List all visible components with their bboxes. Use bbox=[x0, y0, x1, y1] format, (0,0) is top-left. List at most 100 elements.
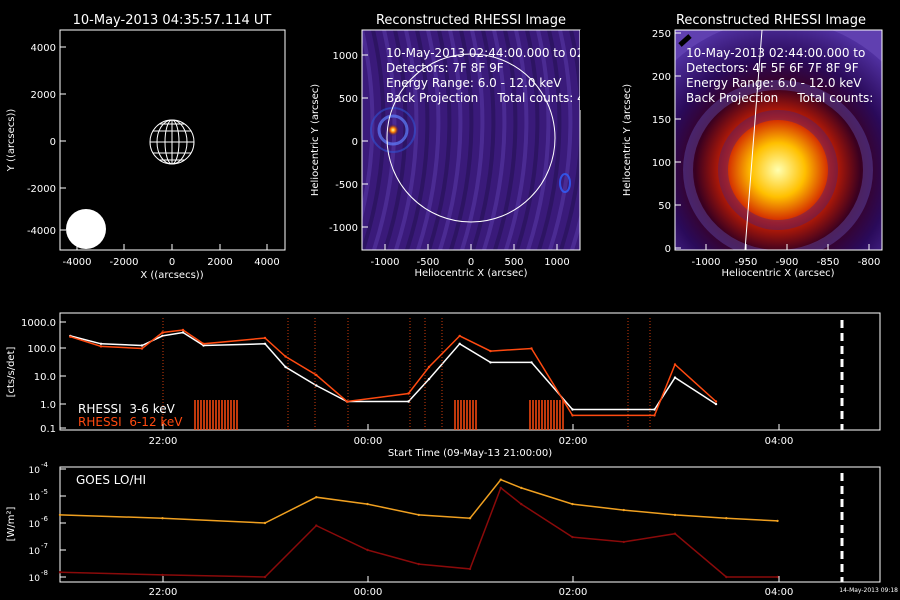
tm-xlabel: Heliocentric X (arcsec) bbox=[414, 268, 527, 279]
rhessi-point bbox=[140, 344, 144, 347]
goes-point bbox=[468, 517, 472, 520]
fringe-stripe bbox=[482, 30, 507, 250]
tr-xlabel: Heliocentric X (arcsec) bbox=[721, 268, 834, 279]
tm-xtick-1: -500 bbox=[417, 257, 440, 268]
rhessi-point bbox=[530, 347, 533, 350]
tr-xtick-2: -900 bbox=[776, 257, 799, 268]
rhessi-ytick-4: 0.1 bbox=[40, 424, 56, 435]
svg-text:-7: -7 bbox=[41, 542, 48, 550]
top-left-panel: 10-May-2013 04:35:57.114 UT -4000 -2000 … bbox=[6, 13, 286, 281]
rhessi-legend-low: RHESSI 3-6 keV bbox=[78, 402, 176, 416]
fringe-stripe bbox=[460, 30, 485, 250]
rhessi-point bbox=[427, 365, 431, 369]
rhessi-legend-high: RHESSI 6-12 keV bbox=[78, 415, 183, 429]
rhessi-xtick-0: 22:00 bbox=[149, 436, 178, 447]
rhessi-point bbox=[263, 342, 267, 345]
rhessi-point bbox=[99, 342, 103, 345]
goes-series-1 bbox=[59, 486, 778, 578]
fringe-stripe bbox=[471, 30, 496, 250]
tm-ytick-1: 500 bbox=[339, 94, 358, 105]
fringe-stripe bbox=[427, 30, 452, 250]
rhessi-point bbox=[140, 347, 144, 350]
fringe-stripe bbox=[372, 30, 397, 250]
goes-point bbox=[673, 513, 677, 517]
tl-ytick-3: -2000 bbox=[27, 184, 56, 195]
tm-ytick-3: -500 bbox=[335, 180, 358, 191]
tm-ytick-4: -1000 bbox=[329, 223, 358, 234]
rhessi-point bbox=[653, 414, 656, 417]
rhessi-panel: 1000.0 100.0 10.0 1.0 0.1 22:00 00:00 02… bbox=[6, 312, 881, 459]
rhessi-point bbox=[673, 363, 677, 366]
goes-xtick-0: 22:00 bbox=[149, 587, 178, 598]
top-mid-line-0: 10-May-2013 02:44:00.000 to 02:45:00 bbox=[386, 46, 623, 60]
goes-ylabel: [W/m²] bbox=[6, 506, 17, 541]
svg-text:-5: -5 bbox=[41, 488, 48, 496]
tl-xtick-2: 0 bbox=[169, 257, 175, 268]
goes-ytick-4: 10 -8 bbox=[29, 569, 48, 584]
tr-ylabel: Heliocentric Y (arcsec) bbox=[622, 84, 633, 196]
goes-ytick-0: 10 -4 bbox=[29, 461, 49, 476]
rhessi-point bbox=[530, 361, 533, 364]
rhessi-ytick-2: 10.0 bbox=[34, 372, 56, 383]
goes-point bbox=[263, 521, 267, 525]
top-right-image bbox=[675, 30, 882, 250]
svg-text:10: 10 bbox=[29, 574, 41, 584]
sun-disk-white bbox=[66, 209, 106, 249]
goes-point bbox=[499, 478, 502, 481]
goes-label: GOES LO/HI bbox=[76, 473, 146, 487]
fringe-stripe bbox=[438, 30, 463, 250]
fringe-stripe bbox=[526, 30, 551, 250]
goes-panel: 10 -4 10 -5 10 -6 10 -7 10 -8 22:00 00:0… bbox=[6, 461, 898, 598]
tr-xtick-4: -800 bbox=[858, 257, 881, 268]
goes-point bbox=[263, 575, 267, 579]
goes-xtick-3: 04:00 bbox=[765, 587, 794, 598]
goes-point bbox=[161, 573, 164, 577]
tl-xtick-4: 4000 bbox=[254, 257, 279, 268]
tl-xtick-0: -4000 bbox=[62, 257, 91, 268]
tm-xtick-4: 1000 bbox=[544, 257, 569, 268]
top-left-title: 10-May-2013 04:35:57.114 UT bbox=[73, 13, 272, 28]
goes-stamp: 14-May-2013 09:18 bbox=[839, 587, 898, 594]
goes-point bbox=[417, 513, 420, 517]
top-mid-line-1: Detectors: 7F 8F 9F bbox=[386, 61, 504, 75]
tl-ytick-4: -4000 bbox=[27, 226, 56, 237]
fringe-stripe bbox=[449, 30, 474, 250]
tl-ylabel: Y ((arcsecs)) bbox=[6, 109, 17, 173]
rhessi-point bbox=[489, 349, 492, 353]
rhessi-point bbox=[315, 373, 318, 377]
rhessi-point bbox=[181, 328, 185, 332]
tr-ytick-2: 150 bbox=[652, 115, 671, 126]
goes-point bbox=[725, 575, 728, 579]
svg-text:-6: -6 bbox=[41, 515, 49, 523]
rhessi-point bbox=[99, 345, 103, 348]
svg-text:-4: -4 bbox=[41, 461, 49, 469]
top-mid-line-2: Energy Range: 6.0 - 12.0 keV bbox=[386, 76, 562, 90]
top-right-line-3: Back Projection Total counts: bbox=[686, 91, 873, 105]
rhessi-point bbox=[407, 392, 410, 395]
rhessi-point bbox=[458, 342, 461, 345]
tr-ytick-4: 50 bbox=[658, 201, 671, 212]
tr-xtick-3: -850 bbox=[817, 257, 840, 268]
rhessi-xtick-2: 02:00 bbox=[559, 436, 588, 447]
svg-text:10: 10 bbox=[29, 547, 41, 557]
tl-xtick-1: -2000 bbox=[109, 257, 138, 268]
fringe-stripe bbox=[383, 30, 408, 250]
goes-point bbox=[776, 519, 779, 523]
goes-point bbox=[571, 502, 574, 506]
tr-ytick-3: 100 bbox=[652, 158, 671, 169]
rhessi-ytick-1: 100.0 bbox=[27, 344, 56, 355]
tm-ytick-2: 0 bbox=[352, 137, 358, 148]
goes-point bbox=[499, 486, 502, 490]
tm-ytick-0: 1000 bbox=[333, 51, 358, 62]
svg-text:10: 10 bbox=[29, 466, 41, 476]
tm-ylabel: Heliocentric Y (arcsec) bbox=[310, 84, 321, 196]
tm-xtick-3: 500 bbox=[504, 257, 523, 268]
fringe-stripe bbox=[504, 30, 529, 250]
rhessi-point bbox=[571, 408, 574, 411]
goes-point bbox=[520, 502, 523, 506]
solar-grid-globe bbox=[149, 119, 195, 165]
rhessi-xlabel: Start Time (09-May-13 21:00:00) bbox=[388, 448, 552, 459]
tr-ytick-0: 250 bbox=[652, 29, 671, 40]
fringe-stripe bbox=[405, 30, 430, 250]
